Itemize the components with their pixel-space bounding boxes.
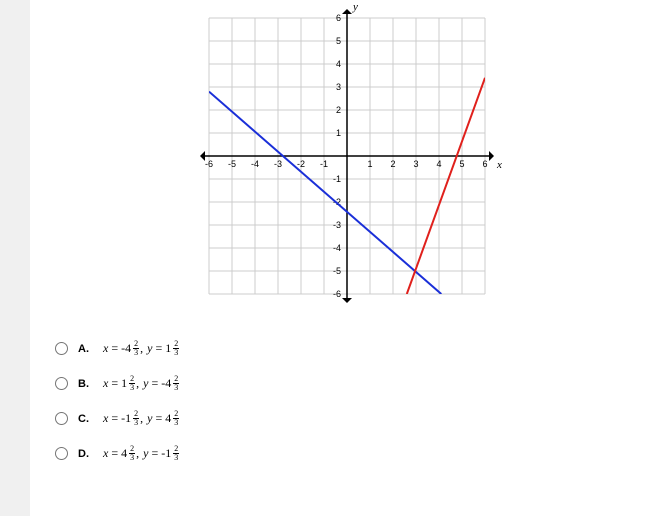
option-c-radio[interactable] [55,412,68,425]
svg-text:3: 3 [413,159,418,169]
svg-text:-5: -5 [333,266,341,276]
svg-text:2: 2 [390,159,395,169]
option-d-label: D. [78,448,89,460]
svg-text:-5: -5 [228,159,236,169]
option-c-label: C. [78,413,89,425]
svg-text:-1: -1 [333,174,341,184]
svg-text:y: y [352,1,358,13]
coordinate-chart: -6-5-4-3-2-1123456-6-5-4-3-2-1123456xy [191,0,503,312]
svg-text:5: 5 [336,36,341,46]
chart-area: -6-5-4-3-2-1123456-6-5-4-3-2-1123456xy [30,0,664,312]
option-d: D. x=423,y=-123 [55,445,644,462]
svg-text:5: 5 [459,159,464,169]
option-b-expression: x=123,y=-423 [103,375,180,392]
svg-text:-6: -6 [205,159,213,169]
option-a: A. x=-423,y=123 [55,340,644,357]
option-c: C. x=-123,y=423 [55,410,644,427]
svg-text:2: 2 [336,105,341,115]
svg-text:-3: -3 [333,220,341,230]
option-d-radio[interactable] [55,447,68,460]
svg-text:-1: -1 [320,159,328,169]
svg-text:4: 4 [336,59,341,69]
option-b: B. x=123,y=-423 [55,375,644,392]
svg-text:3: 3 [336,82,341,92]
option-a-radio[interactable] [55,342,68,355]
svg-text:-3: -3 [274,159,282,169]
svg-text:-6: -6 [333,289,341,299]
option-b-radio[interactable] [55,377,68,390]
svg-text:-2: -2 [297,159,305,169]
svg-text:6: 6 [336,13,341,23]
option-b-label: B. [78,378,89,390]
svg-text:6: 6 [482,159,487,169]
svg-text:1: 1 [367,159,372,169]
svg-text:4: 4 [436,159,441,169]
option-d-expression: x=423,y=-123 [103,445,180,462]
option-a-expression: x=-423,y=123 [103,340,180,357]
answer-options: A. x=-423,y=123 B. x=123,y=-423 C. x=-123,y=4… [30,312,664,490]
option-c-expression: x=-123,y=423 [103,410,180,427]
option-a-label: A. [78,343,89,355]
svg-text:1: 1 [336,128,341,138]
svg-text:x: x [496,159,502,171]
svg-text:-4: -4 [333,243,341,253]
svg-text:-4: -4 [251,159,259,169]
